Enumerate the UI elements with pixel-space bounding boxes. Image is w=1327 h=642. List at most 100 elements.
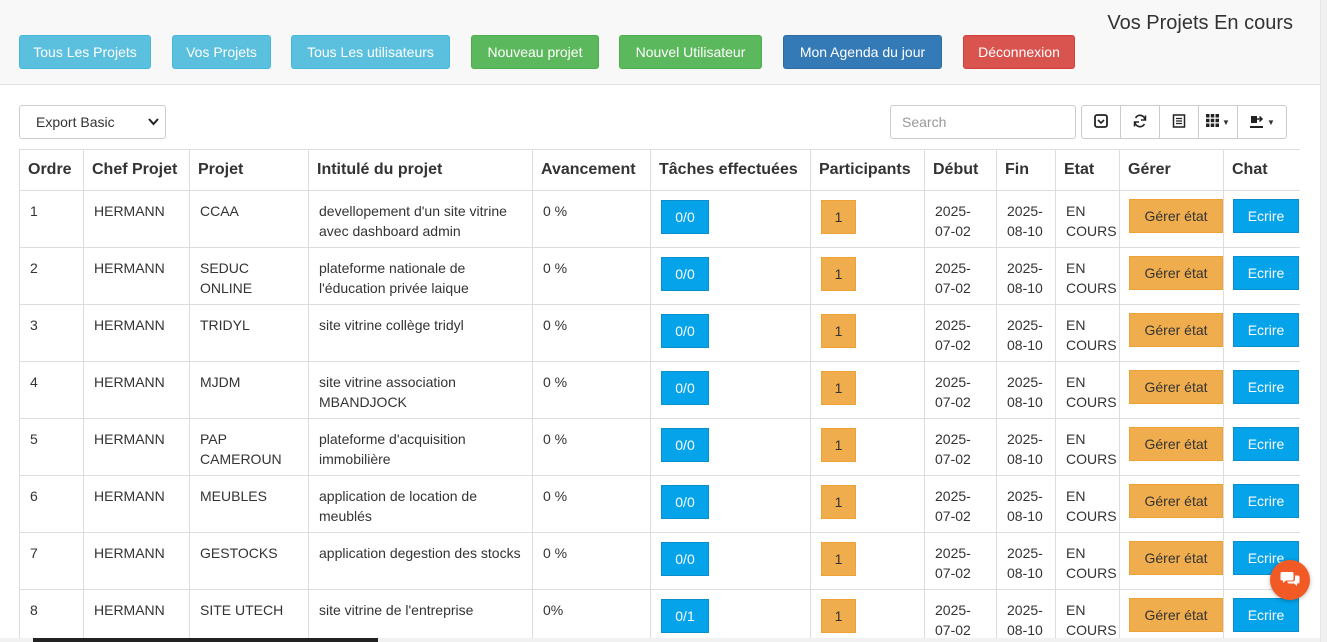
cell-ordre: 4 <box>19 361 84 419</box>
cell-chef-projet: HERMANN <box>83 418 190 476</box>
new-project-button[interactable]: Nouveau projet <box>471 35 599 69</box>
cell-intitule: plateforme d'acquisition immobilière <box>308 418 533 476</box>
column-header-chef-projet[interactable]: Chef Projet <box>83 149 190 191</box>
cell-intitule: plateforme nationale de l'éducation priv… <box>308 247 533 305</box>
write-chat-button[interactable]: Ecrire <box>1233 598 1299 632</box>
tasks-badge[interactable]: 0/0 <box>661 257 709 291</box>
column-header-avancement[interactable]: Avancement <box>532 149 651 191</box>
all-projects-button[interactable]: Tous Les Projets <box>19 35 151 69</box>
column-header-intitule[interactable]: Intitulé du projet <box>308 149 533 191</box>
export-type-select[interactable]: Export Basic <box>19 105 166 139</box>
list-view-button[interactable] <box>1159 105 1199 139</box>
horizontal-scrollbar[interactable] <box>0 638 1320 642</box>
cell-taches: 0/0 <box>650 304 811 362</box>
column-header-participants[interactable]: Participants <box>810 149 925 191</box>
cell-gerer: Gérer état <box>1119 247 1224 305</box>
manage-state-button[interactable]: Gérer état <box>1129 256 1223 290</box>
participants-badge[interactable]: 1 <box>821 200 856 234</box>
write-chat-button[interactable]: Ecrire <box>1233 313 1299 347</box>
cell-debut: 2025-07-02 <box>924 589 997 642</box>
column-header-fin[interactable]: Fin <box>996 149 1056 191</box>
cell-chef-projet: HERMANN <box>83 589 190 642</box>
cell-debut: 2025-07-02 <box>924 190 997 248</box>
table-row: 1 HERMANN CCAA devellopement d'un site v… <box>19 190 1300 248</box>
column-header-debut[interactable]: Début <box>924 149 997 191</box>
cell-chat: Ecrire <box>1223 304 1300 362</box>
write-chat-button[interactable]: Ecrire <box>1233 370 1299 404</box>
cell-ordre: 2 <box>19 247 84 305</box>
logout-button[interactable]: Déconnexion <box>963 35 1075 69</box>
manage-state-button[interactable]: Gérer état <box>1129 427 1223 461</box>
tasks-badge[interactable]: 0/0 <box>661 428 709 462</box>
tasks-badge[interactable]: 0/0 <box>661 485 709 519</box>
cell-fin: 2025-08-10 <box>996 589 1056 642</box>
chat-launcher-button[interactable] <box>1270 560 1310 600</box>
write-chat-button[interactable]: Ecrire <box>1233 484 1299 518</box>
participants-badge[interactable]: 1 <box>821 257 856 291</box>
cell-debut: 2025-07-02 <box>924 304 997 362</box>
cell-fin: 2025-08-10 <box>996 304 1056 362</box>
new-user-button[interactable]: Nouvel Utilisateur <box>619 35 762 69</box>
tasks-badge[interactable]: 0/0 <box>661 371 709 405</box>
manage-state-button[interactable]: Gérer état <box>1129 598 1223 632</box>
column-header-chat[interactable]: Chat <box>1223 149 1300 191</box>
tasks-badge[interactable]: 0/1 <box>661 599 709 633</box>
table-row: 2 HERMANN SEDUC ONLINE plateforme nation… <box>19 247 1300 305</box>
participants-badge[interactable]: 1 <box>821 599 856 633</box>
write-chat-button[interactable]: Ecrire <box>1233 199 1299 233</box>
all-users-button[interactable]: Tous Les utilisateurs <box>291 35 450 69</box>
export-dropdown-button[interactable]: ▼ <box>1237 105 1287 139</box>
participants-badge[interactable]: 1 <box>821 428 856 462</box>
table-toolbar: ▼ ▼ <box>1081 105 1287 139</box>
manage-state-button[interactable]: Gérer état <box>1129 484 1223 518</box>
tasks-badge[interactable]: 0/0 <box>661 542 709 576</box>
column-header-taches[interactable]: Tâches effectuées <box>650 149 811 191</box>
column-header-gerer[interactable]: Gérer <box>1119 149 1224 191</box>
participants-badge[interactable]: 1 <box>821 371 856 405</box>
manage-state-button[interactable]: Gérer état <box>1129 370 1223 404</box>
tasks-badge[interactable]: 0/0 <box>661 314 709 348</box>
cell-participants: 1 <box>810 418 925 476</box>
write-chat-button[interactable]: Ecrire <box>1233 256 1299 290</box>
cell-taches: 0/0 <box>650 247 811 305</box>
toggle-view-button[interactable] <box>1081 105 1121 139</box>
cell-projet: SITE UTECH <box>189 589 309 642</box>
manage-state-button[interactable]: Gérer état <box>1129 313 1223 347</box>
write-chat-button[interactable]: Ecrire <box>1233 427 1299 461</box>
cell-debut: 2025-07-02 <box>924 247 997 305</box>
cell-fin: 2025-08-10 <box>996 475 1056 533</box>
search-input[interactable]: Search <box>890 105 1076 139</box>
manage-state-button[interactable]: Gérer état <box>1129 541 1223 575</box>
cell-avancement: 0 % <box>532 304 651 362</box>
table-row: 3 HERMANN TRIDYL site vitrine collège tr… <box>19 304 1300 362</box>
scrollbar-thumb[interactable] <box>33 638 378 642</box>
chat-bubbles-icon <box>1280 570 1300 591</box>
columns-dropdown-button[interactable]: ▼ <box>1198 105 1238 139</box>
cell-gerer: Gérer état <box>1119 589 1224 642</box>
cell-chat: Ecrire <box>1223 418 1300 476</box>
cell-avancement: 0 % <box>532 247 651 305</box>
cell-intitule: site vitrine association MBANDJOCK <box>308 361 533 419</box>
columns-icon <box>1206 114 1220 130</box>
participants-badge[interactable]: 1 <box>821 314 856 348</box>
participants-badge[interactable]: 1 <box>821 542 856 576</box>
vertical-scrollbar[interactable] <box>1320 0 1327 642</box>
tasks-badge[interactable]: 0/0 <box>661 200 709 234</box>
cell-avancement: 0 % <box>532 190 651 248</box>
top-navbar: Tous Les Projets Vos Projets Tous Les ut… <box>0 0 1320 85</box>
manage-state-button[interactable]: Gérer état <box>1129 199 1223 233</box>
my-projects-button[interactable]: Vos Projets <box>172 35 271 69</box>
column-header-ordre[interactable]: Ordre <box>19 149 84 191</box>
participants-badge[interactable]: 1 <box>821 485 856 519</box>
refresh-button[interactable] <box>1120 105 1160 139</box>
export-icon <box>1249 114 1264 131</box>
cell-participants: 1 <box>810 247 925 305</box>
cell-debut: 2025-07-02 <box>924 361 997 419</box>
column-header-projet[interactable]: Projet <box>189 149 309 191</box>
table-row: 8 HERMANN SITE UTECH site vitrine de l'e… <box>19 589 1300 642</box>
column-header-etat[interactable]: Etat <box>1055 149 1120 191</box>
daily-agenda-button[interactable]: Mon Agenda du jour <box>783 35 942 69</box>
cell-intitule: site vitrine de l'entreprise <box>308 589 533 642</box>
cell-projet: SEDUC ONLINE <box>189 247 309 305</box>
cell-participants: 1 <box>810 532 925 590</box>
